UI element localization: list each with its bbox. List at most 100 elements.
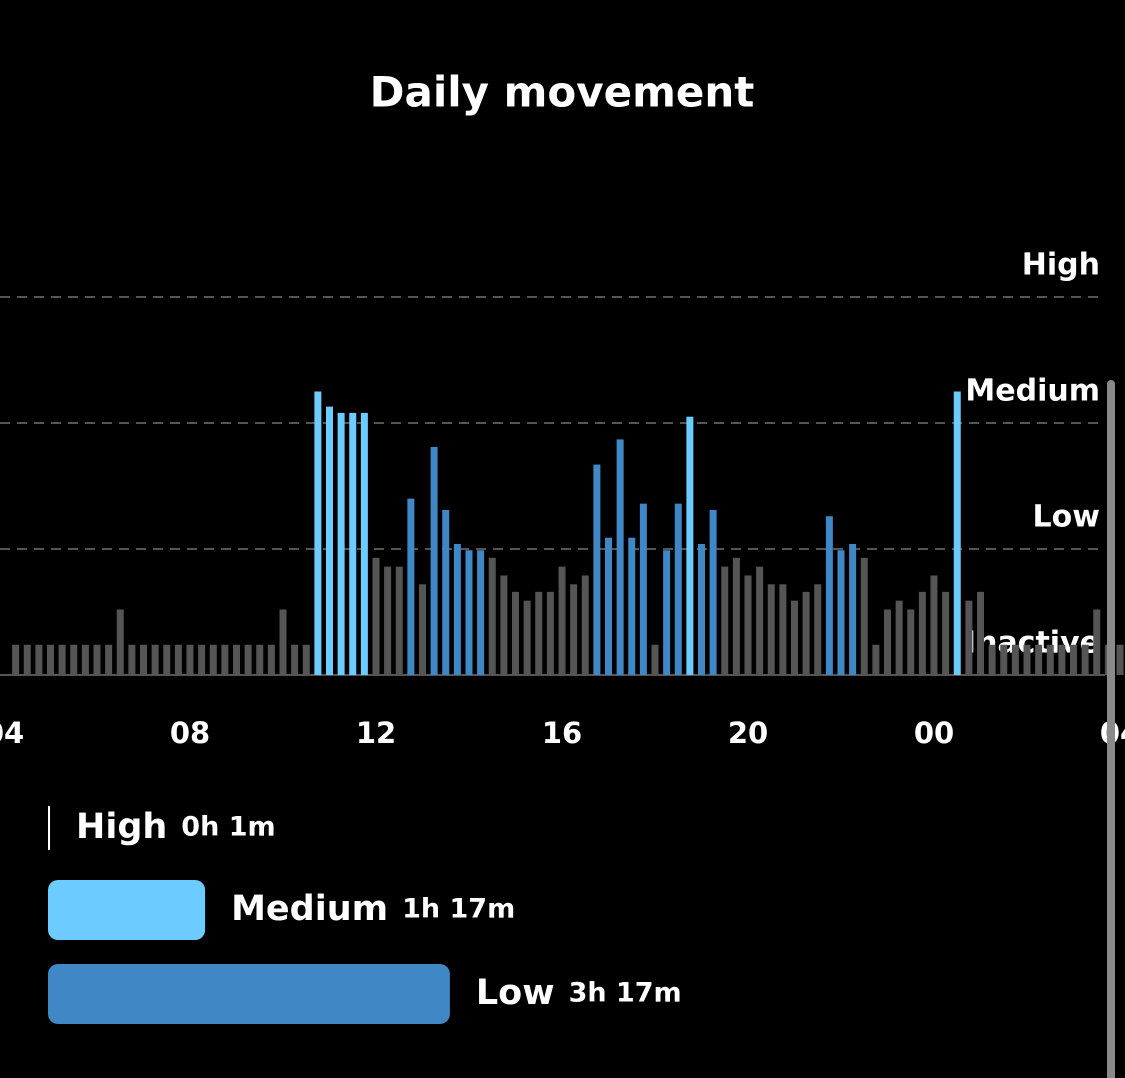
bar: [1023, 644, 1031, 675]
bar: [744, 575, 752, 675]
bar: [837, 550, 845, 675]
bar: [732, 557, 740, 675]
bar: [23, 644, 31, 675]
bar: [500, 575, 508, 675]
bar: [349, 412, 357, 675]
bar: [628, 537, 636, 675]
bar: [163, 644, 171, 675]
bar: [1058, 644, 1066, 675]
x-tick-label: 08: [170, 716, 210, 750]
x-tick-label: 20: [728, 716, 768, 750]
bar: [686, 416, 694, 675]
bar: [302, 644, 310, 675]
bar: [581, 575, 589, 675]
bar: [651, 644, 659, 675]
bar: [174, 644, 182, 675]
bar: [477, 550, 485, 675]
bar: [1000, 644, 1008, 675]
legend-name: Medium: [231, 889, 388, 929]
legend-duration: 1h 17m: [402, 894, 515, 925]
bar: [384, 566, 392, 675]
bar: [779, 584, 787, 675]
bar: [105, 644, 113, 675]
y-tick-label: Inactive: [965, 626, 1100, 661]
bar: [244, 644, 252, 675]
x-tick-label: 04: [0, 716, 24, 750]
bar: [256, 644, 264, 675]
bar: [314, 391, 322, 675]
bar: [767, 584, 775, 675]
scrollbar[interactable]: [1107, 380, 1115, 1078]
x-tick-label: 16: [542, 716, 582, 750]
bar: [698, 543, 705, 675]
bar: [372, 557, 380, 675]
legend-name: Low: [476, 973, 555, 1013]
bar: [1093, 609, 1101, 675]
bar: [860, 557, 868, 675]
bar: [977, 591, 984, 675]
legend-bar: [48, 964, 450, 1024]
bar: [756, 566, 764, 675]
bar: [791, 600, 798, 675]
bar: [1011, 644, 1019, 675]
x-tick-label: 00: [914, 716, 954, 750]
bar: [1070, 644, 1077, 675]
bar: [1046, 644, 1054, 675]
bar: [267, 644, 275, 675]
bar: [802, 591, 810, 675]
x-tick-label: 12: [356, 716, 396, 750]
bar: [895, 600, 903, 675]
bar: [639, 503, 647, 675]
bar: [965, 600, 973, 675]
bar: [488, 557, 496, 675]
bar: [198, 644, 206, 675]
bar: [1116, 644, 1124, 675]
bar: [326, 406, 333, 675]
bar: [674, 503, 682, 675]
bar: [558, 566, 566, 675]
bar: [535, 591, 543, 675]
bar: [942, 591, 950, 675]
bar: [872, 644, 880, 675]
bar: [58, 644, 66, 675]
bar: [12, 644, 20, 675]
bar: [918, 591, 926, 675]
legend-bar: [48, 880, 206, 940]
bar: [442, 509, 450, 675]
bar: [47, 644, 54, 675]
bar: [1081, 644, 1089, 675]
bar: [186, 644, 194, 675]
bar: [605, 537, 612, 675]
legend-bar: [48, 806, 51, 850]
bar: [523, 600, 531, 675]
bar: [35, 644, 43, 675]
bar: [814, 584, 822, 675]
y-tick-label: Low: [1033, 500, 1100, 535]
bar: [953, 391, 961, 675]
bar: [419, 584, 426, 675]
bar: [81, 644, 89, 675]
bar: [988, 644, 996, 675]
bar: [453, 543, 461, 675]
legend-duration: 3h 17m: [569, 978, 682, 1009]
legend-duration: 0h 1m: [181, 812, 275, 843]
bar: [593, 464, 601, 675]
y-tick-label: Medium: [965, 374, 1100, 409]
bar: [291, 644, 299, 675]
bar: [512, 591, 519, 675]
bar: [407, 498, 415, 675]
bar: [570, 584, 578, 675]
bar: [140, 644, 147, 675]
bar: [546, 591, 554, 675]
bar: [930, 575, 938, 675]
bar: [360, 412, 368, 675]
bar: [116, 609, 124, 675]
bar: [709, 509, 717, 675]
bar: [93, 644, 101, 675]
bar: [279, 609, 287, 675]
bar: [907, 609, 915, 675]
bar: [721, 566, 729, 675]
bar: [221, 644, 229, 675]
